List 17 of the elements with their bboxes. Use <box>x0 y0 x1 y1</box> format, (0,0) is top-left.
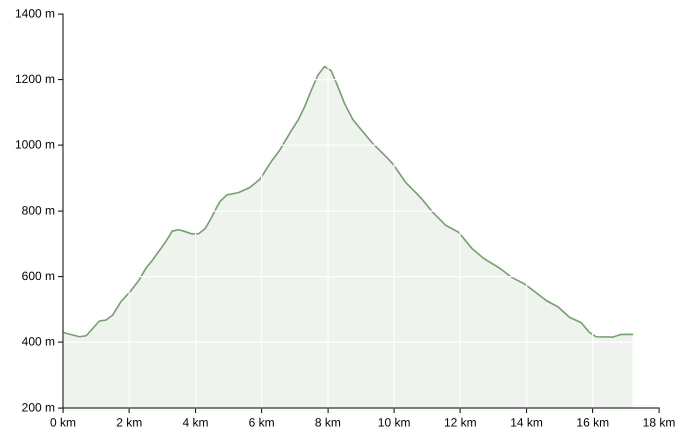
x-tick-label: 14 km <box>510 416 543 430</box>
x-tick-label: 10 km <box>378 416 410 430</box>
y-tick-label: 1200 m <box>14 72 55 86</box>
y-tick-label: 1400 m <box>14 6 55 20</box>
x-tick-label: 8 km <box>314 416 341 430</box>
y-tick-label: 600 m <box>22 268 55 283</box>
x-tick-label: 16 km <box>576 416 610 430</box>
x-tick-label: 18 km <box>642 416 676 430</box>
y-tick-label: 800 m <box>22 203 55 218</box>
y-tick-label: 400 m <box>22 334 55 349</box>
x-tick-label: 6 km <box>248 416 275 430</box>
x-tick-label: 0 km <box>50 416 76 430</box>
y-tick-label: 200 m <box>22 400 55 414</box>
y-tick-label: 1000 m <box>14 138 55 152</box>
x-tick-label: 4 km <box>182 416 208 430</box>
x-tick-label: 12 km <box>444 416 477 430</box>
x-tick-label: 2 km <box>116 416 142 430</box>
